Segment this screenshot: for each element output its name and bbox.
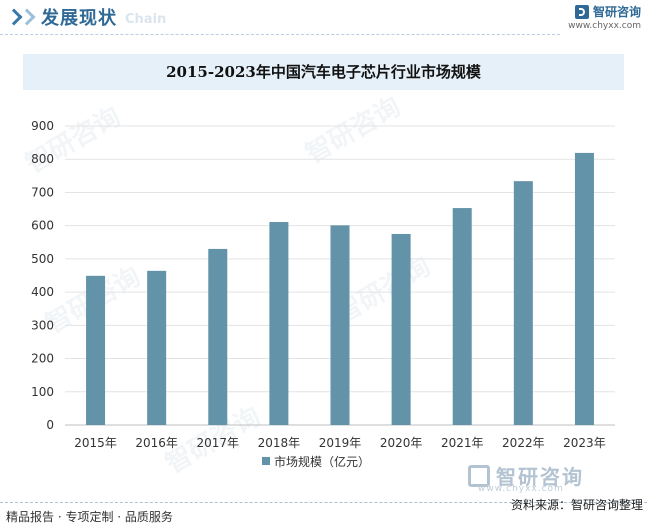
x-tick-label: 2020年 [380, 436, 423, 450]
y-tick-label: 100 [31, 385, 54, 399]
x-tick-label: 2023年 [563, 436, 606, 450]
brand-logo-icon [468, 464, 490, 487]
bar [574, 152, 594, 425]
y-tick-label: 900 [31, 119, 54, 133]
x-tick-label: 2019年 [319, 436, 362, 450]
brand-watermark: 智研咨询 [468, 461, 584, 490]
y-axis-ticks: 0 100 200 300 400 500 600 700 800 900 [31, 119, 54, 432]
y-tick-label: 600 [31, 219, 54, 233]
chart-title: 2015-2023年中国汽车电子芯片行业市场规模 [166, 63, 481, 81]
x-tick-label: 2015年 [74, 436, 117, 450]
y-tick-label: 500 [31, 252, 54, 266]
bar [269, 222, 289, 425]
x-tick-label: 2021年 [441, 436, 484, 450]
brand-logo: 智研咨询 www.chyxx.com [568, 3, 641, 31]
section-title: 发展现状 [41, 8, 117, 29]
footer-tagline: 精品报告 · 专项定制 · 品质服务 [6, 510, 173, 524]
bar [330, 225, 350, 425]
x-tick-label: 2016年 [135, 436, 178, 450]
section-subtitle-en: Chain [125, 11, 167, 27]
bar [86, 275, 106, 425]
brand-name: 智研咨询 [592, 5, 641, 19]
x-tick-label: 2017年 [197, 436, 240, 450]
y-tick-label: 300 [31, 318, 54, 332]
header-divider [0, 34, 560, 35]
legend-label: 市场规模（亿元） [274, 454, 370, 469]
y-tick-label: 800 [31, 152, 54, 166]
bar [147, 270, 167, 425]
brand-watermark-name: 智研咨询 [496, 465, 584, 489]
legend-swatch [262, 457, 270, 465]
bar [391, 233, 411, 425]
y-tick-label: 700 [31, 185, 54, 199]
x-tick-label: 2018年 [258, 436, 301, 450]
y-tick-label: 200 [31, 352, 54, 366]
chart-title-band: 2015-2023年中国汽车电子芯片行业市场规模 [23, 54, 624, 90]
page-header: 发展现状 Chain 智研咨询 www.chyxx.com [0, 0, 647, 36]
y-tick-label: 400 [31, 285, 54, 299]
bar [452, 208, 472, 425]
brand-logo-icon [574, 4, 589, 19]
brand-url: www.chyxx.com [568, 21, 641, 31]
page-footer: 精品报告 · 专项定制 · 品质服务 资料来源：智研咨询整理 [0, 496, 647, 525]
bars [86, 152, 594, 425]
section-heading: 发展现状 Chain [5, 4, 167, 30]
x-tick-label: 2022年 [502, 436, 545, 450]
legend: 市场规模（亿元） [262, 454, 370, 469]
data-source: 资料来源：智研咨询整理 [510, 498, 643, 512]
y-tick-label: 0 [46, 418, 54, 432]
brand-watermark-url: www.chyxx.com [478, 484, 564, 494]
x-axis-ticks: 2015年 2016年 2017年 2018年 2019年 2020年 2021年 2022年… [74, 436, 605, 450]
bar [513, 181, 533, 425]
bar [208, 248, 228, 425]
footer-divider [0, 502, 647, 503]
